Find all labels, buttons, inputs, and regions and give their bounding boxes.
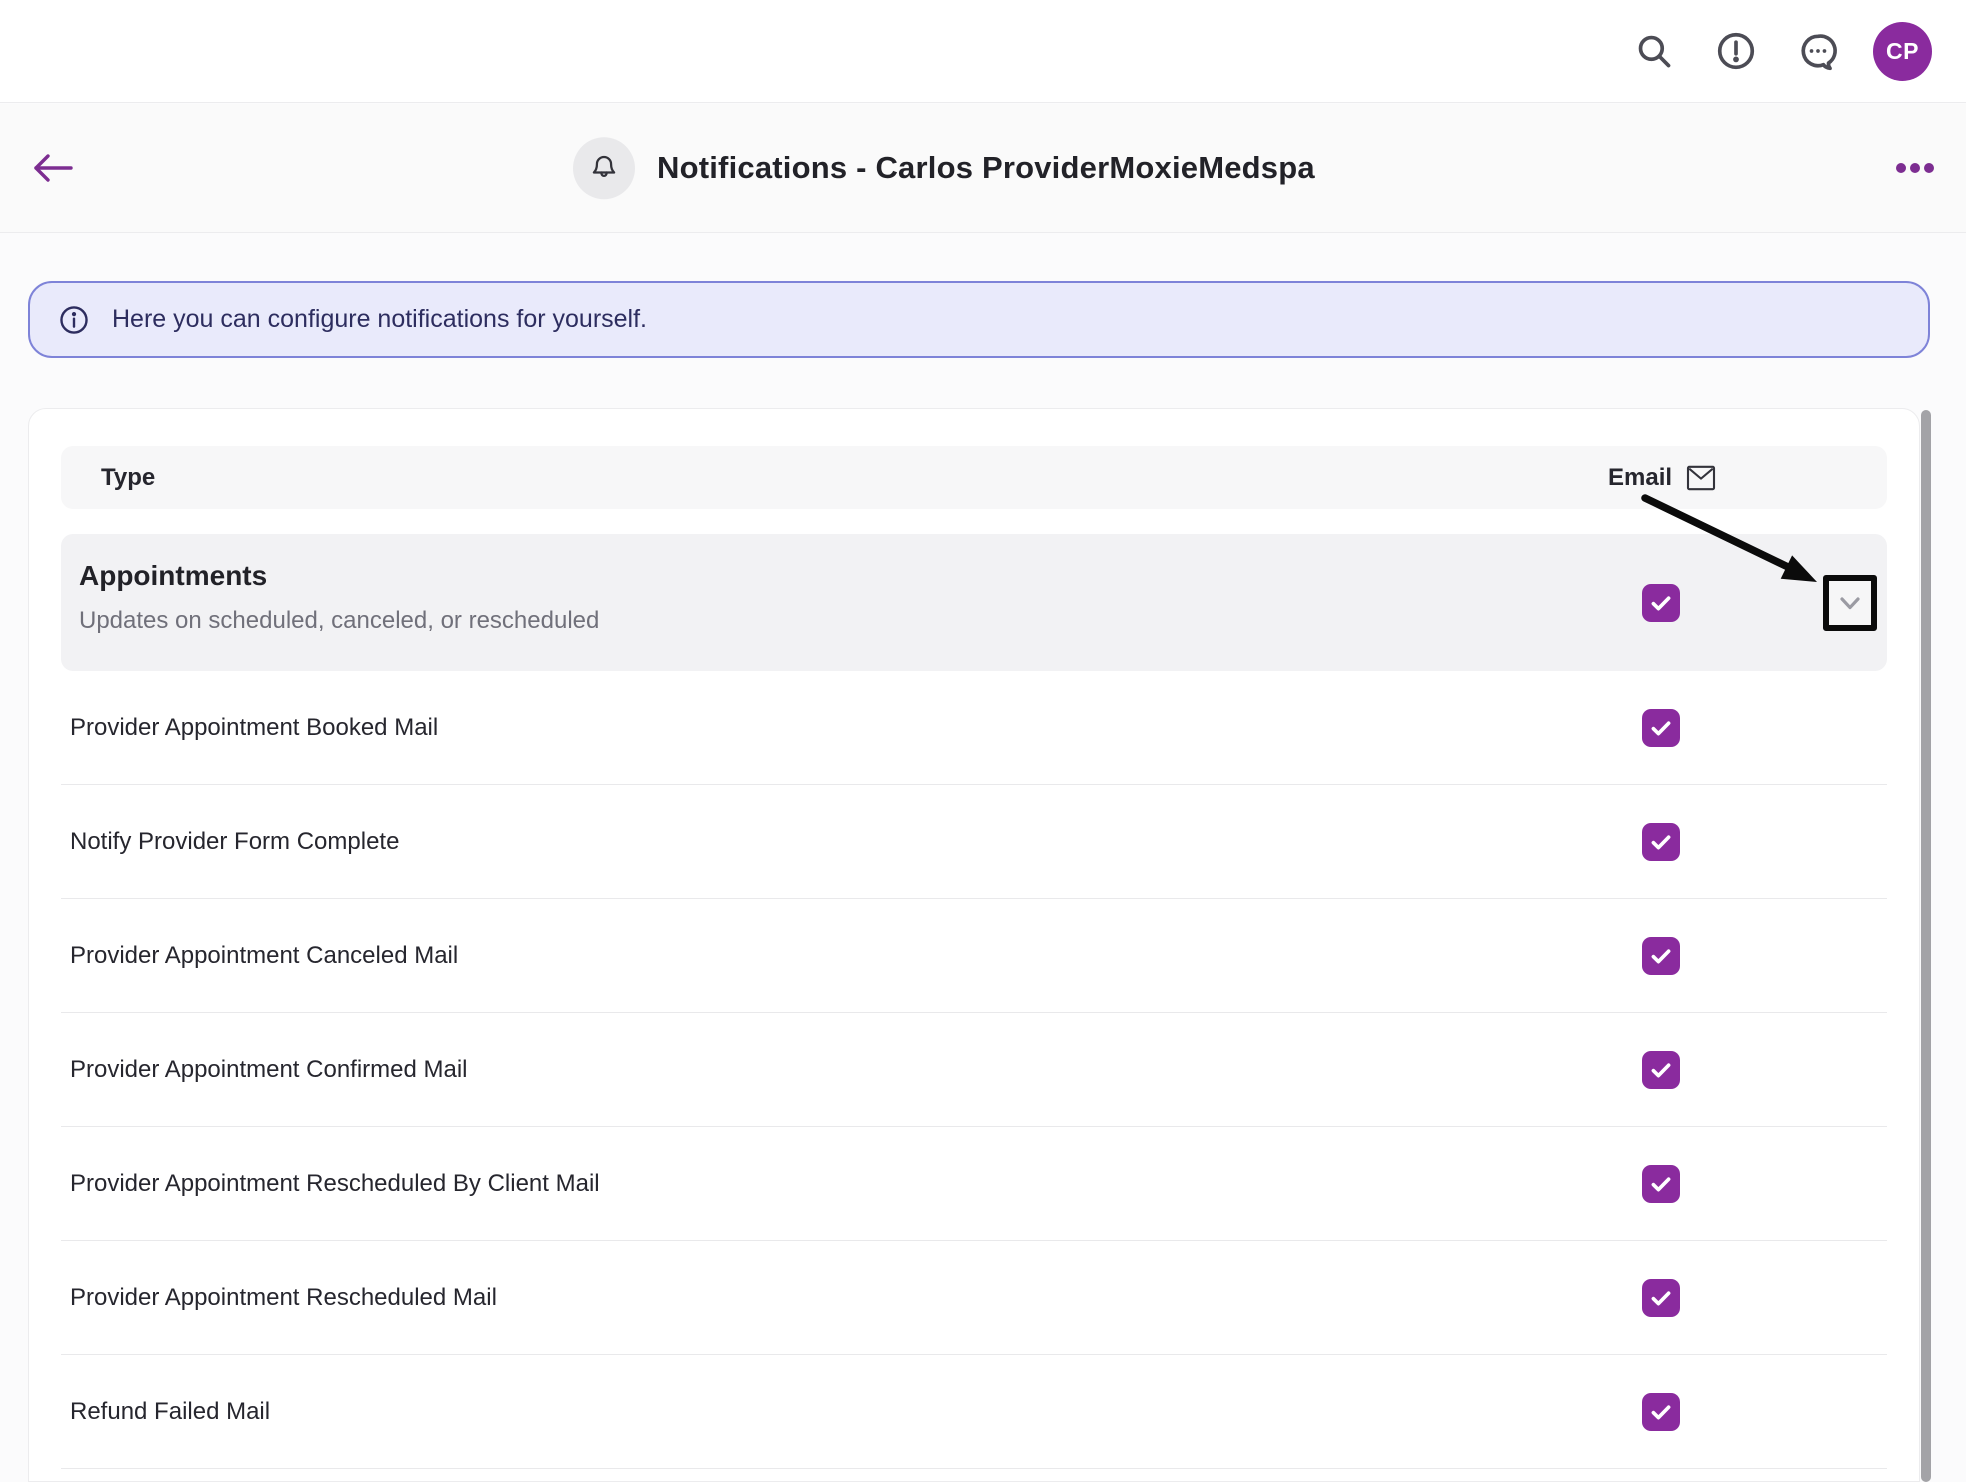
notifications-card: Type Email Appointments Updates on sched… [28, 408, 1920, 1482]
email-column-header: Email [1608, 446, 1716, 509]
type-column-header: Type [101, 463, 156, 491]
avatar[interactable]: CP [1873, 21, 1932, 81]
info-banner-text: Here you can configure notifications for… [112, 305, 647, 333]
more-options-dots-icon[interactable] [1890, 157, 1940, 179]
chevron-down-icon [1840, 596, 1860, 609]
notification-row-label: Provider Appointment Booked Mail [70, 713, 439, 741]
notification-row-label: Provider Appointment Rescheduled Mail [70, 1283, 497, 1311]
mail-icon [1686, 465, 1716, 490]
notification-row-label: Provider Appointment Confirmed Mail [70, 1055, 468, 1083]
table-row: Provider Appointment Rescheduled By Clie… [61, 1127, 1887, 1241]
rows: Provider Appointment Booked Mail Notify … [61, 671, 1887, 1469]
page-title: Notifications - Carlos ProviderMoxieMeds… [657, 150, 1315, 185]
email-checkbox[interactable] [1642, 1050, 1680, 1089]
email-column-label: Email [1608, 463, 1673, 491]
back-arrow-icon[interactable] [30, 150, 74, 186]
alert-circle-icon[interactable] [1715, 30, 1757, 72]
avatar-initials: CP [1886, 37, 1919, 64]
table-row: Provider Appointment Booked Mail [61, 671, 1887, 785]
top-bar: CP [0, 0, 1966, 103]
email-checkbox[interactable] [1642, 1392, 1680, 1431]
info-icon [60, 305, 88, 334]
notification-row-label: Provider Appointment Rescheduled By Clie… [70, 1169, 600, 1197]
table-row: Notify Provider Form Complete [61, 785, 1887, 899]
section-email-checkbox[interactable] [1642, 583, 1680, 622]
chat-bubble-icon[interactable] [1797, 30, 1839, 72]
section-appointments: Appointments Updates on scheduled, cance… [61, 534, 1887, 671]
table-row: Refund Failed Mail [61, 1355, 1887, 1469]
email-checkbox[interactable] [1642, 936, 1680, 975]
notification-row-label: Notify Provider Form Complete [70, 827, 400, 855]
notification-row-label: Refund Failed Mail [70, 1397, 271, 1425]
page-header: Notifications - Carlos ProviderMoxieMeds… [0, 104, 1966, 233]
section-expand-button[interactable] [1823, 574, 1877, 631]
email-checkbox[interactable] [1642, 1278, 1680, 1317]
table-row: Provider Appointment Canceled Mail [61, 899, 1887, 1013]
bell-icon [573, 137, 635, 199]
table-header-row: Type Email [61, 446, 1887, 509]
table-row: Provider Appointment Confirmed Mail [61, 1013, 1887, 1127]
vertical-scrollbar[interactable] [1921, 410, 1931, 1482]
title-group: Notifications - Carlos ProviderMoxieMeds… [573, 129, 1315, 207]
search-icon[interactable] [1633, 30, 1675, 72]
table-row: Provider Appointment Rescheduled Mail [61, 1241, 1887, 1355]
section-subtitle: Updates on scheduled, canceled, or resch… [79, 607, 600, 634]
info-banner: Here you can configure notifications for… [28, 281, 1930, 358]
email-checkbox[interactable] [1642, 708, 1680, 747]
email-checkbox[interactable] [1642, 1164, 1680, 1203]
section-title: Appointments [79, 560, 268, 591]
notification-row-label: Provider Appointment Canceled Mail [70, 941, 459, 969]
email-checkbox[interactable] [1642, 822, 1680, 861]
